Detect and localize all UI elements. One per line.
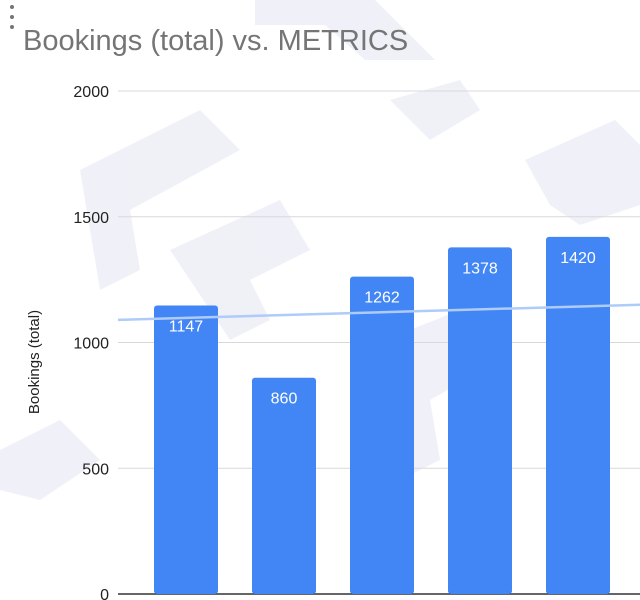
more-vertical-icon[interactable] (9, 5, 15, 29)
trendline-layer (117, 303, 640, 322)
y-axis-label: Bookings (total) (26, 310, 43, 414)
bar[interactable] (448, 247, 512, 595)
bar-data-label: 1147 (169, 319, 204, 336)
trendline (117, 303, 640, 322)
bar[interactable] (252, 377, 316, 594)
y-tick-label: 1000 (73, 336, 109, 353)
bar-data-label: 1262 (364, 290, 400, 307)
y-axis-ticks: 2000 1500 1000 500 0 (73, 84, 109, 600)
chart-title: Bookings (total) vs. METRICS (23, 25, 409, 57)
bar[interactable] (350, 276, 414, 594)
y-tick-label: 500 (82, 461, 109, 478)
y-tick-label: 0 (100, 587, 109, 600)
data-labels: 1147 860 1262 1378 1420 (169, 250, 596, 408)
y-tick-label: 1500 (73, 210, 109, 227)
bar[interactable] (546, 236, 610, 594)
bars (154, 236, 610, 595)
bar[interactable] (154, 305, 218, 594)
bar-data-label: 1378 (462, 260, 498, 277)
bar-data-label: 1420 (560, 250, 596, 267)
y-tick-label: 2000 (73, 84, 109, 101)
bar-data-label: 860 (271, 391, 298, 408)
